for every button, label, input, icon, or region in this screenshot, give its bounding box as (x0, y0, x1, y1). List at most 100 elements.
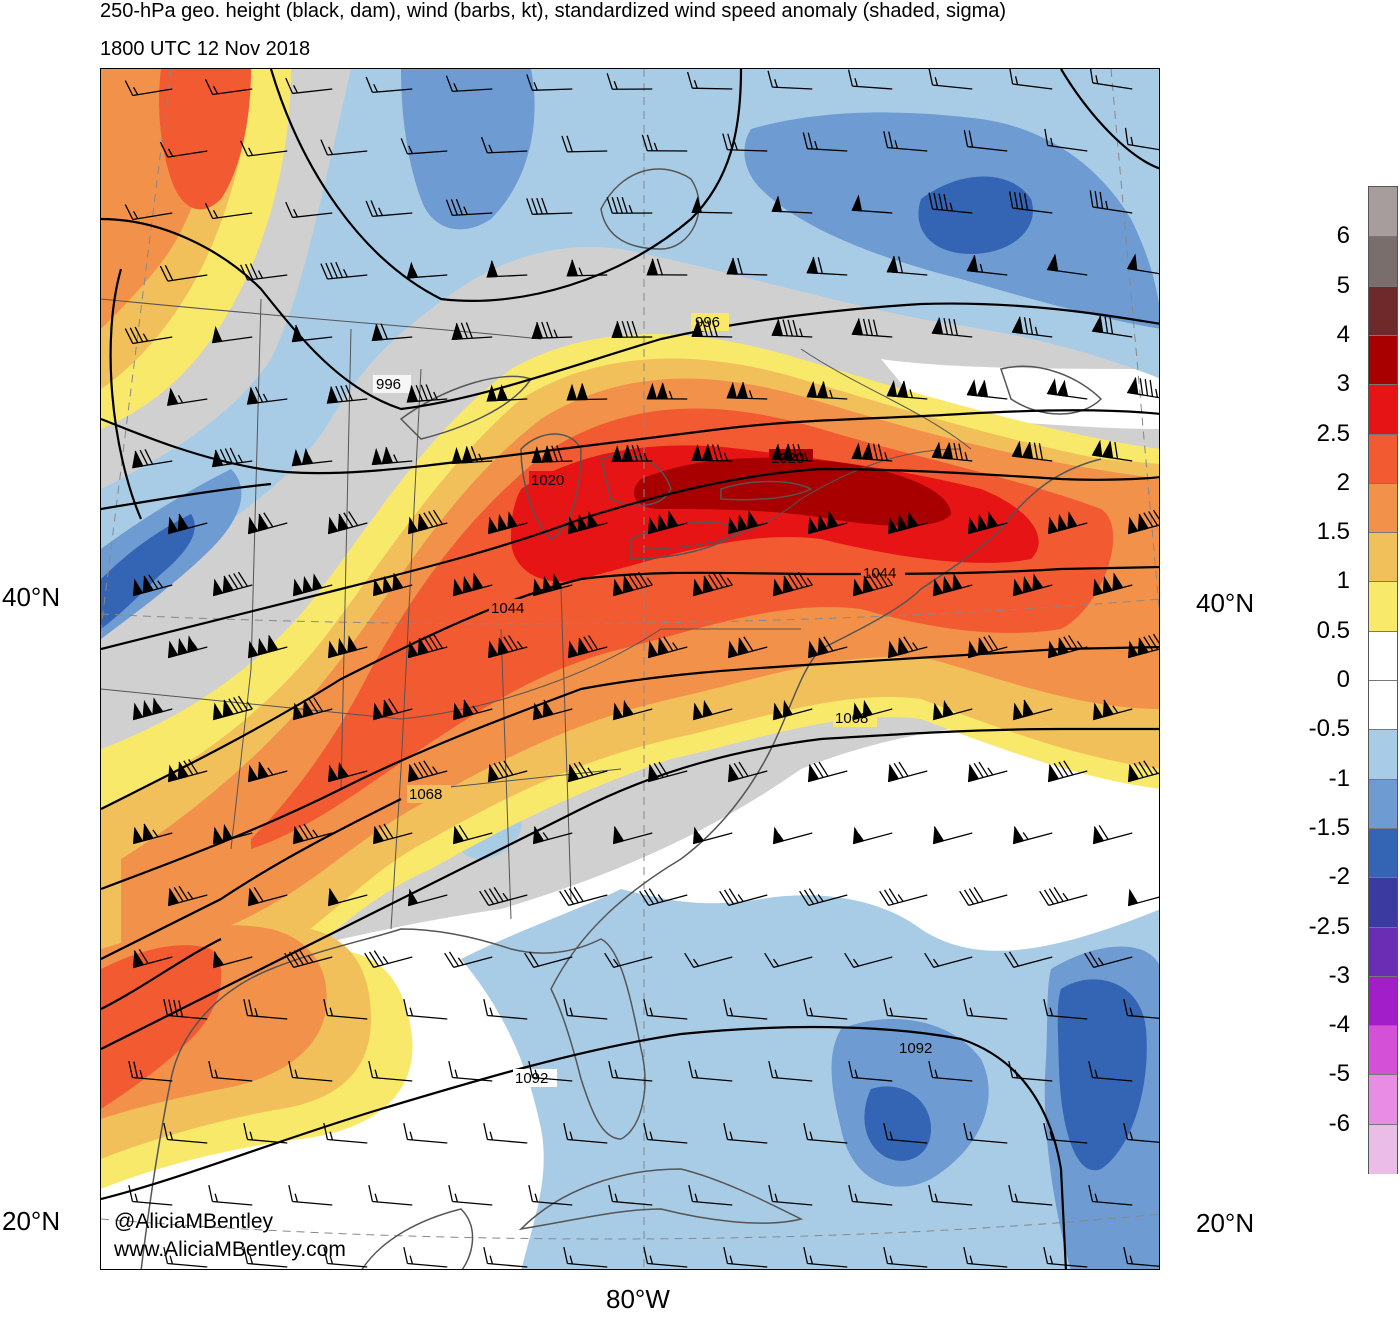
contour-label: 1044 (491, 600, 524, 617)
wind-barb (883, 1122, 928, 1144)
wind-barb (1084, 951, 1133, 968)
wind-barb (451, 445, 493, 465)
wind-barb (928, 1060, 973, 1082)
wind-barb (566, 383, 608, 401)
wind-barb (719, 888, 768, 906)
wind-barb (928, 1184, 973, 1206)
lat-label-20n-left: 20°N (2, 1206, 61, 1236)
wind-barb (727, 636, 768, 659)
wind-barb (768, 1060, 813, 1082)
wind-barb (444, 951, 493, 968)
wind-barb (646, 382, 688, 400)
wind-barb (445, 198, 493, 217)
wind-barb (567, 761, 608, 783)
wind-barb (487, 635, 528, 659)
wind-barb (372, 573, 413, 597)
wind-barb (563, 998, 608, 1020)
wind-barb (612, 826, 653, 845)
wind-barb (722, 133, 768, 152)
wind-barb (806, 380, 848, 400)
wind-barb (967, 761, 1008, 783)
wind-barb (883, 1246, 928, 1268)
wind-barb (1047, 635, 1088, 659)
valid-time: 1800 UTC 12 Nov 2018 (100, 38, 311, 60)
wind-barb (1127, 633, 1159, 659)
wind-barb (247, 512, 288, 535)
colorbar-swatch (1369, 187, 1397, 237)
wind-barb (1089, 190, 1133, 214)
wind-barb (167, 759, 208, 783)
wind-barb (1011, 440, 1053, 462)
wind-barb (403, 1122, 448, 1144)
wind-barb (852, 571, 893, 597)
coastlines (140, 168, 1103, 1269)
wind-barb (372, 823, 413, 845)
wind-barb (611, 320, 653, 338)
contour-label: 996 (376, 376, 401, 393)
wind-barb (448, 1184, 493, 1206)
shading-neg1-north-a (401, 69, 535, 230)
wind-barb (531, 445, 573, 463)
wind-barb (483, 1246, 528, 1268)
wind-barb (479, 886, 528, 906)
wind-barb (932, 826, 973, 845)
colorbar-label: 1.5 (1316, 518, 1350, 546)
wind-barb (240, 140, 288, 157)
political-borders (101, 298, 972, 930)
lat-label-20n-right: 20°N (1196, 1208, 1255, 1238)
wind-barb (924, 952, 973, 968)
wind-barb (567, 635, 608, 659)
wind-barb (371, 446, 413, 466)
shading-neg15-south-b (1057, 979, 1147, 1171)
wind-barb (243, 1122, 288, 1144)
wind-barb (647, 636, 688, 659)
wind-barb (292, 697, 333, 721)
colorbar-label: 0.5 (1316, 616, 1350, 644)
wind-barb (480, 136, 528, 154)
wind-barb (691, 196, 733, 214)
colorbar-label: 1 (1336, 567, 1350, 595)
wind-barb (1043, 1246, 1088, 1268)
wind-barb (886, 255, 928, 276)
wind-barb (803, 1246, 848, 1268)
wind-barb (1047, 760, 1088, 783)
wind-barb (768, 1184, 813, 1206)
colorbar-swatch (1369, 680, 1397, 731)
colorbar-swatch (1369, 285, 1397, 337)
wind-barb (963, 1122, 1008, 1144)
wind-barb (771, 319, 813, 338)
wind-barb (163, 998, 208, 1020)
wind-barb (288, 1060, 333, 1082)
colorbar-label: -5 (1328, 1060, 1350, 1088)
wind-barb (692, 826, 733, 845)
colorbar-swatch (1369, 778, 1397, 830)
colorbar-swatch (1369, 1074, 1397, 1126)
colorbar-label: 2 (1336, 468, 1350, 496)
wind-barb (246, 386, 288, 405)
wind-barb (563, 1122, 608, 1144)
wind-barb (1091, 315, 1133, 338)
wind-barb (847, 69, 893, 90)
wind-barb (327, 511, 368, 535)
wind-barb (528, 1184, 573, 1206)
colorbar-label: -6 (1328, 1109, 1350, 1137)
wind-barb (211, 447, 253, 468)
wind-barb (803, 1122, 848, 1144)
wind-barb (567, 511, 608, 535)
wind-barb (886, 379, 928, 400)
wind-barb (451, 322, 493, 341)
lat-label-40n-right: 40°N (1196, 588, 1255, 618)
wind-barb (848, 1060, 893, 1082)
wind-barb (445, 75, 493, 93)
wind-barb (691, 444, 733, 462)
wind-barb (566, 259, 608, 277)
colorbar-swatch (1369, 532, 1397, 583)
colorbar-swatch (1369, 433, 1397, 485)
wind-barb (128, 1060, 173, 1082)
wind-barb (406, 384, 448, 403)
wind-barb (608, 1060, 653, 1082)
wind-barb (771, 443, 813, 462)
wind-barb (372, 698, 413, 721)
map-title: 250-hPa geo. height (black, dam), wind (… (100, 0, 1007, 22)
wind-barb (365, 200, 413, 218)
